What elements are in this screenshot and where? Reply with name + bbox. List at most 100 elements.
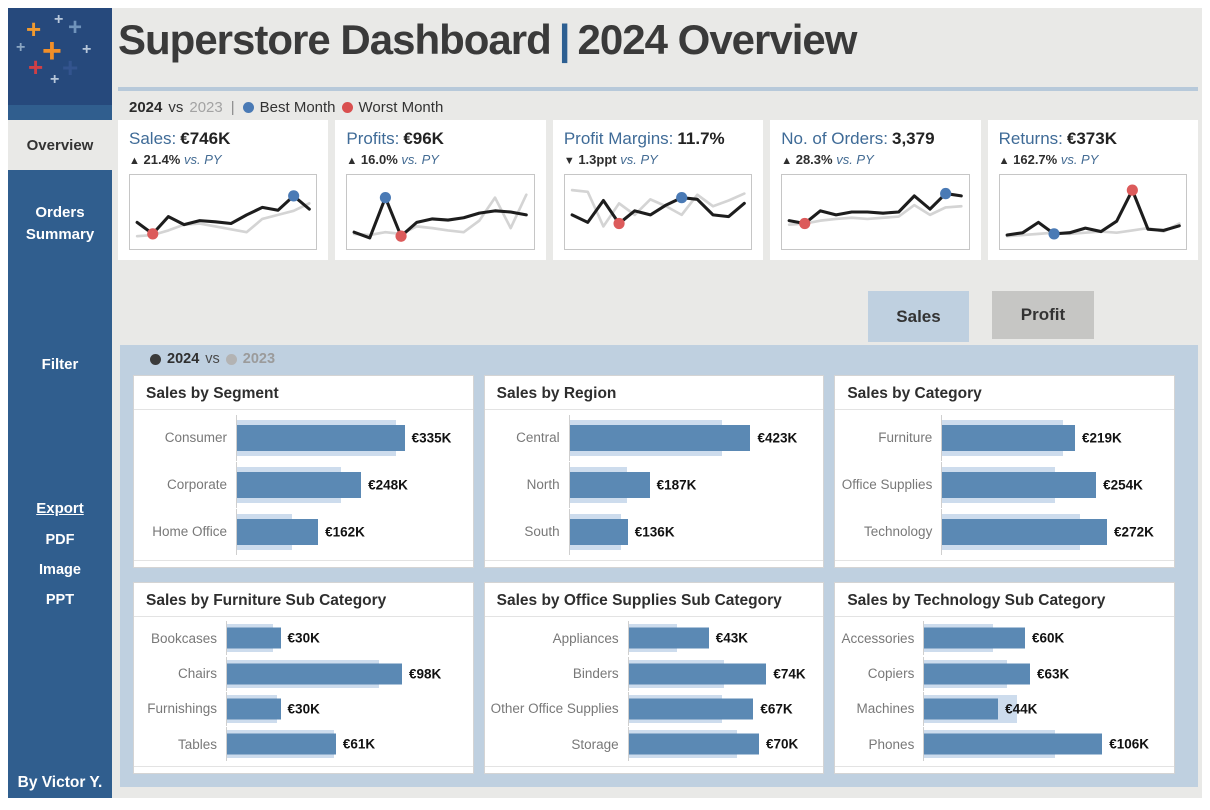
current-year-bar[interactable] [227,733,336,755]
kpi-sparkline-box [781,174,970,250]
current-year-bar[interactable] [569,518,628,545]
bar-row: Machines €44K [835,691,1174,726]
sidebar-item-orders-summary[interactable]: Orders Summary [25,204,95,243]
worst-month-dot-icon [799,217,811,230]
bar-track: €43K [627,621,818,656]
bar-value-label: €67K [760,701,793,717]
kpi-label: No. of Orders: [781,129,888,148]
current-year-bar[interactable] [628,663,767,685]
sidebar: + + + + + + + + + Overview Orders Summar… [8,8,112,798]
best-month-dot-icon [675,191,688,204]
bar-track: €67K [627,691,818,726]
bar-row: Copiers €63K [835,656,1174,691]
worst-month-dot-icon [613,217,625,230]
kpi-delta-value: 28.3% [792,152,833,167]
bar-category-label: South [524,524,560,540]
bar-category-label: North [526,477,560,493]
charts-panel: 2024 vs 2023 Sales by Segment Consumer €33… [120,345,1198,787]
worst-month-dot-icon [147,228,159,240]
kpi-card: Profit Margins: 11.7% ▼ 1.3ppt vs. PY [552,120,764,260]
legend-current-year: 2024 [129,98,163,116]
kpi-delta-value: 162.7% [1009,152,1058,167]
bar-row: Accessories €60K [835,621,1174,656]
legend-pipe: | [230,98,235,116]
kpi-delta: ▼ 1.3ppt vs. PY [564,152,752,167]
dashboard-frame: + + + + + + + + + Overview Orders Summar… [8,8,1202,798]
chart-plot: Appliances €43K Binders €74K Other Office Su… [484,615,824,767]
bar-track: €61K [226,727,467,762]
bar-category-label: Accessories [841,630,915,646]
tab-sales[interactable]: Sales [868,291,969,342]
bar-category-label: Office Supplies [841,477,933,493]
legend-vs-label: vs [168,98,184,116]
bar-track: €60K [923,621,1168,656]
tab-profit[interactable]: Profit [992,291,1094,339]
current-year-bar[interactable] [924,733,1103,755]
bar-track: €187K [568,461,818,508]
page-title: Superstore Dashboard | 2024 Overview [118,16,857,64]
bar-value-label: €74K [773,666,806,682]
kpi-value: 11.7% [677,129,725,148]
bar-category-label: Tables [177,736,217,752]
export-link[interactable]: Export [36,500,84,517]
current-year-bar[interactable] [942,518,1108,545]
bar-value-label: €43K [715,630,748,646]
sidebar-item-filter[interactable]: Filter [41,355,79,373]
logo-plus-icon: + [82,41,92,58]
bar-value-label: €254K [1103,477,1143,493]
chart-title: Sales by Segment [146,385,279,402]
prior-year-line [135,202,311,238]
export-ppt-button[interactable]: PPT [45,592,75,608]
logo-plus-icon: + [54,11,64,28]
sparkline-chart [787,187,964,230]
chart-card: Sales by Furniture Sub Category Bookcases… [133,581,474,774]
kpi-value: 3,379 [891,129,935,148]
bar-track: €44K [923,691,1168,726]
logo-plus-icon: + [42,32,62,70]
bar-value-label: €335K [411,430,452,446]
bar-row: Home Office €162K [134,508,473,555]
panel-legend-vs: vs [205,351,220,367]
current-year-bar[interactable] [942,471,1097,498]
current-year-bar[interactable] [628,698,754,720]
current-year-bar[interactable] [227,627,281,649]
bar-row: Other Office Supplies €67K [485,691,824,726]
current-year-bar[interactable] [924,663,1031,685]
current-year-bar[interactable] [628,627,709,649]
kpi-sparkline-box [346,174,535,250]
bar-row: Furniture €219K [835,414,1174,461]
sparkline-chart [135,190,311,240]
kpi-heading: Sales: €746K [129,129,317,149]
bar-value-label: €106K [1109,736,1149,752]
export-pdf-button[interactable]: PDF [45,532,75,548]
current-year-bar[interactable] [942,424,1075,451]
bar-value-label: €60K [1032,630,1065,646]
bar-row: Furnishings €30K [134,691,473,726]
bar-track: €272K [941,508,1168,555]
current-year-bar[interactable] [227,663,402,685]
current-year-bar[interactable] [237,518,319,545]
kpi-heading: Profit Margins: 11.7% [564,129,752,149]
current-year-bar[interactable] [227,698,281,720]
current-year-bar[interactable] [237,471,362,498]
current-year-bar[interactable] [569,471,650,498]
bar-category-label: Binders [572,666,619,682]
current-year-bar[interactable] [924,627,1025,649]
panel-legend-current-year: 2024 [167,351,200,367]
kpi-sparkline-box [998,174,1188,250]
current-year-bar[interactable] [237,424,405,451]
kpi-legend: 2024 vs 2023 | Best Month Worst Month [129,96,443,118]
current-year-bar[interactable] [924,698,999,720]
prior-year-dot-icon [225,353,237,365]
sidebar-item-overview[interactable]: Overview [8,120,112,170]
bar-category-label: Home Office [152,524,227,540]
up-triangle-icon: ▲ [346,155,358,167]
chart-card: Sales by Category Furniture €219K Office Su… [834,375,1175,568]
panel-legend-prior-year: 2023 [242,351,276,367]
current-year-bar[interactable] [569,424,751,451]
current-year-bar[interactable] [628,733,759,755]
bar-row: Binders €74K [485,656,824,691]
bar-category-label: Storage [571,736,619,752]
export-image-button[interactable]: Image [39,562,81,578]
